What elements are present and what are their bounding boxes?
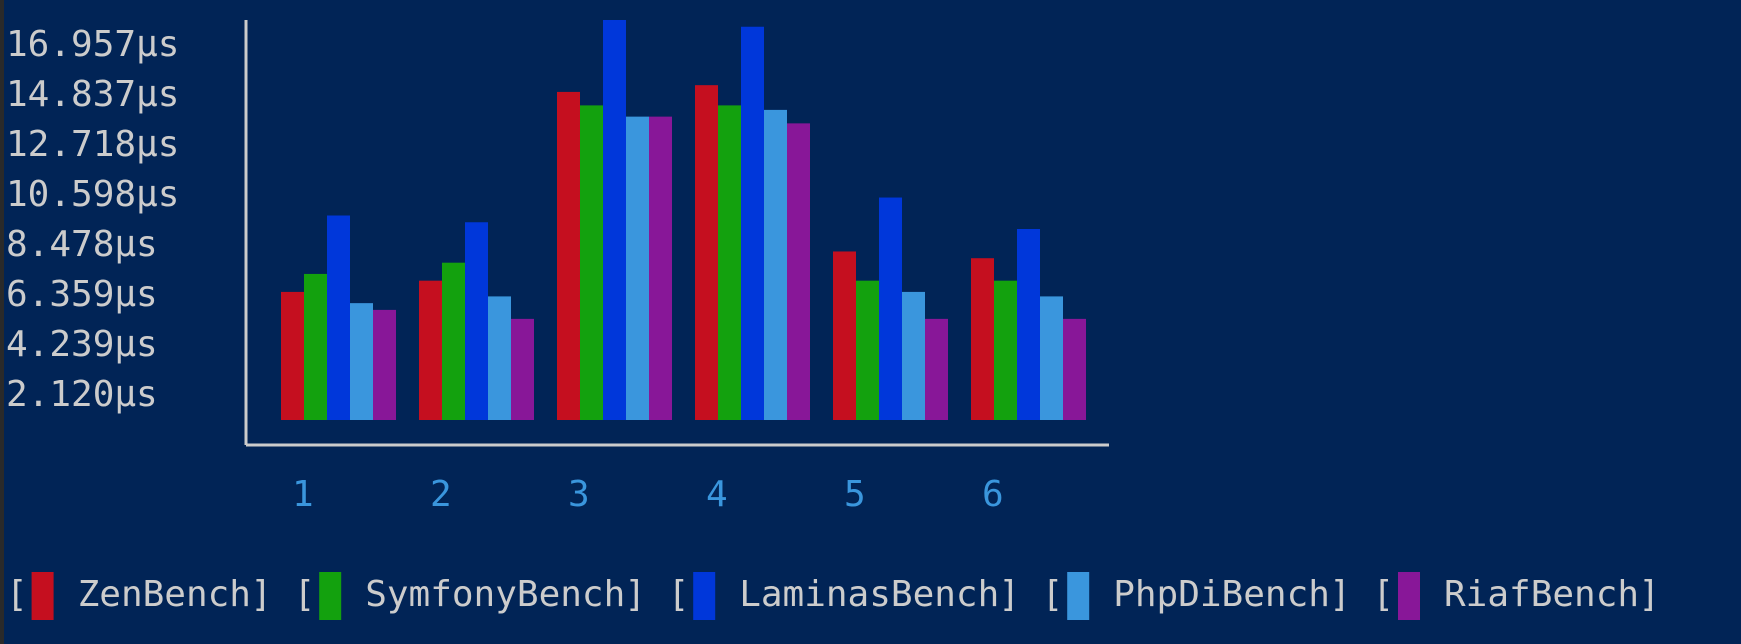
bar-zenbench-3 <box>557 91 580 421</box>
bar-series <box>281 20 1086 421</box>
bar-riafbench-6 <box>1063 318 1086 420</box>
legend-swatch-symfonybench <box>319 572 342 620</box>
bar-symfonybench-2 <box>442 262 465 420</box>
y-axis-tick-labels: 16.957μs 14.837μs 12.718μs 10.598μs 8.478μs 6… <box>6 24 179 415</box>
bar-laminasbench-3 <box>603 20 626 420</box>
y-tick-label: 4.239μs <box>6 324 158 365</box>
legend-close-bracket: ] <box>624 574 646 615</box>
x-category-label: 6 <box>982 474 1004 515</box>
x-category-label: 1 <box>292 474 314 515</box>
legend-close-bracket: ] <box>250 574 272 615</box>
bar-symfonybench-4 <box>718 105 741 421</box>
bar-zenbench-1 <box>281 291 304 420</box>
y-tick-label: 16.957μs <box>6 24 179 65</box>
bar-zenbench-5 <box>833 251 856 420</box>
legend-label-zenbench: ZenBench <box>78 574 251 615</box>
bar-laminasbench-4 <box>741 26 764 420</box>
legend-swatch-riafbench <box>1398 572 1420 620</box>
y-tick-label: 2.120μs <box>6 374 158 415</box>
bar-laminasbench-1 <box>327 215 350 420</box>
legend-close-bracket: ] <box>1329 574 1351 615</box>
bar-zenbench-2 <box>419 280 442 420</box>
legend-label-symfonybench: SymfonyBench <box>365 574 625 615</box>
window-edge <box>0 0 4 644</box>
legend-label-laminasbench: LaminasBench <box>739 574 999 615</box>
bar-phpdibench-1 <box>350 303 373 420</box>
x-category-label: 5 <box>844 474 866 515</box>
bar-zenbench-4 <box>695 85 718 420</box>
legend-open-bracket: [ <box>294 574 316 615</box>
legend-label-phpdibench: PhpDiBench <box>1113 574 1330 615</box>
x-category-label: 4 <box>706 474 728 515</box>
legend-open-bracket: [ <box>1042 574 1064 615</box>
x-category-label: 2 <box>430 474 452 515</box>
legend-swatch-phpdibench <box>1067 572 1090 620</box>
y-tick-label: 14.837μs <box>6 74 179 115</box>
bar-phpdibench-3 <box>626 116 649 420</box>
legend-label-riafbench: RiafBench <box>1444 574 1639 615</box>
bar-riafbench-2 <box>511 318 534 420</box>
legend: [ ZenBench] [ SymfonyBench] [ LaminasBench] [ P… <box>6 572 1660 620</box>
bar-phpdibench-2 <box>488 296 511 420</box>
legend-swatch-zenbench <box>31 572 54 620</box>
bar-riafbench-1 <box>373 309 396 420</box>
legend-close-bracket: ] <box>998 574 1020 615</box>
bar-laminasbench-6 <box>1017 228 1040 420</box>
y-tick-label: 8.478μs <box>6 224 158 265</box>
bar-phpdibench-6 <box>1040 296 1063 420</box>
bar-riafbench-4 <box>787 123 810 420</box>
legend-open-bracket: [ <box>1372 574 1394 615</box>
legend-close-bracket: ] <box>1638 574 1660 615</box>
x-axis-category-labels: 1 2 3 4 5 6 <box>292 474 1004 515</box>
bar-laminasbench-5 <box>879 197 902 420</box>
bar-zenbench-6 <box>971 258 994 420</box>
bar-symfonybench-3 <box>580 105 603 421</box>
legend-open-bracket: [ <box>668 574 690 615</box>
y-tick-label: 10.598μs <box>6 174 179 215</box>
bar-laminasbench-2 <box>465 222 488 420</box>
bar-symfonybench-1 <box>304 273 327 420</box>
bar-riafbench-5 <box>925 318 948 420</box>
bar-phpdibench-5 <box>902 291 925 420</box>
legend-swatch-laminasbench <box>693 572 716 620</box>
x-category-label: 3 <box>568 474 590 515</box>
bar-symfonybench-6 <box>994 280 1017 420</box>
legend-open-bracket: [ <box>6 574 28 615</box>
chart-axes <box>244 20 1109 447</box>
y-tick-label: 12.718μs <box>6 124 179 165</box>
bar-symfonybench-5 <box>856 280 879 420</box>
bar-riafbench-3 <box>649 116 672 420</box>
bar-phpdibench-4 <box>764 109 787 421</box>
y-tick-label: 6.359μs <box>6 274 158 315</box>
